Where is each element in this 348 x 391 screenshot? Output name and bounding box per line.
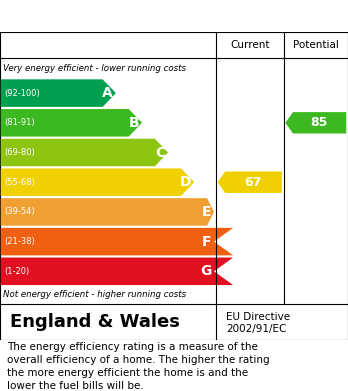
Text: A: A [102, 86, 113, 100]
Polygon shape [1, 79, 116, 107]
Text: EU Directive: EU Directive [226, 312, 290, 321]
Text: The energy efficiency rating is a measure of the
overall efficiency of a home. T: The energy efficiency rating is a measur… [7, 342, 270, 391]
Text: D: D [180, 175, 191, 189]
Text: Potential: Potential [293, 40, 339, 50]
Text: England & Wales: England & Wales [10, 313, 180, 331]
Text: B: B [128, 116, 139, 130]
Text: (69-80): (69-80) [4, 148, 35, 157]
Text: (81-91): (81-91) [4, 118, 35, 127]
Text: G: G [200, 264, 211, 278]
Text: Current: Current [230, 40, 269, 50]
Polygon shape [1, 139, 168, 166]
Polygon shape [1, 258, 233, 285]
Text: E: E [202, 205, 211, 219]
Text: Very energy efficient - lower running costs: Very energy efficient - lower running co… [3, 64, 187, 73]
Text: (1-20): (1-20) [4, 267, 30, 276]
Polygon shape [218, 172, 282, 193]
Text: F: F [202, 235, 211, 249]
Text: 85: 85 [311, 116, 328, 129]
Text: (21-38): (21-38) [4, 237, 35, 246]
Text: (92-100): (92-100) [4, 89, 40, 98]
Polygon shape [285, 112, 346, 133]
Text: C: C [155, 145, 165, 160]
Polygon shape [1, 228, 233, 255]
Text: (55-68): (55-68) [4, 178, 35, 187]
Polygon shape [1, 198, 214, 226]
Text: 2002/91/EC: 2002/91/EC [226, 323, 286, 334]
Polygon shape [1, 169, 194, 196]
Text: Energy Efficiency Rating: Energy Efficiency Rating [60, 7, 288, 25]
Text: 67: 67 [245, 176, 262, 189]
Text: (39-54): (39-54) [4, 207, 35, 216]
Polygon shape [1, 109, 142, 136]
Text: Not energy efficient - higher running costs: Not energy efficient - higher running co… [3, 291, 187, 300]
